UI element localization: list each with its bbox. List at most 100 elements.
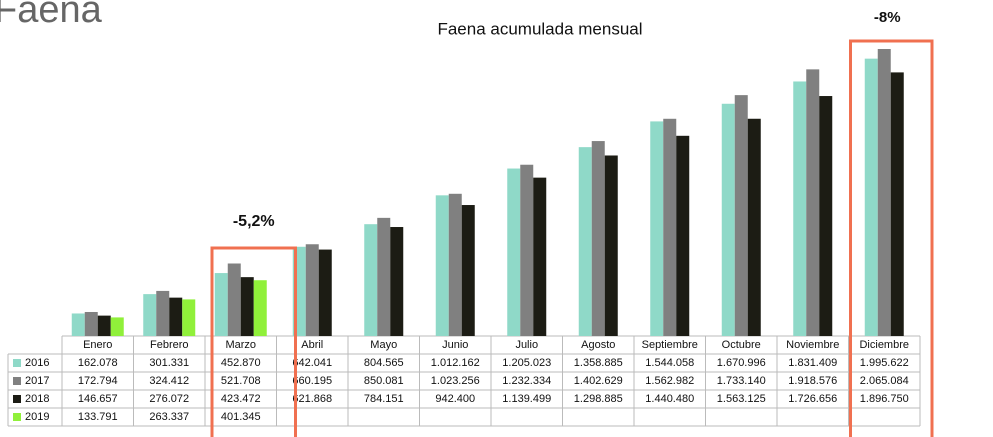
table-cell: 263.337 xyxy=(149,411,189,423)
bar xyxy=(305,244,319,336)
bar xyxy=(448,193,462,336)
bar xyxy=(110,317,124,336)
table-cell: 301.331 xyxy=(149,357,189,369)
bar xyxy=(721,103,735,337)
bar xyxy=(676,135,690,336)
bar xyxy=(533,177,547,336)
bar xyxy=(747,118,761,336)
table-cell: 1.918.576 xyxy=(788,375,837,387)
category-label: Junio xyxy=(442,339,468,351)
page-title: Faena xyxy=(0,0,103,31)
table-cell: 1.896.750 xyxy=(860,393,909,405)
category-label: Noviembre xyxy=(786,339,839,351)
legend-swatch xyxy=(13,377,21,385)
table-cell: 1.544.058 xyxy=(645,357,694,369)
table-cell: 133.791 xyxy=(78,411,118,423)
table-cell: 1.733.140 xyxy=(717,375,766,387)
table-cell: 660.195 xyxy=(292,375,332,387)
table-cell: 1.440.480 xyxy=(645,393,694,405)
bar xyxy=(253,280,267,336)
bar xyxy=(227,263,241,336)
highlight-box xyxy=(210,246,297,437)
bar xyxy=(507,168,521,336)
bar xyxy=(169,297,183,336)
legend-label: 2018 xyxy=(25,393,49,405)
highlight-box xyxy=(849,39,934,437)
table-cell: 401.345 xyxy=(221,411,261,423)
category-label: Octubre xyxy=(722,339,761,351)
chart-title: Faena acumulada mensual xyxy=(437,19,642,38)
table-cell: 324.412 xyxy=(149,375,189,387)
legend-label: 2019 xyxy=(25,411,49,423)
table-cell: 162.078 xyxy=(78,357,118,369)
bar xyxy=(318,249,332,336)
bar xyxy=(214,273,228,336)
legend-label: 2016 xyxy=(25,357,49,369)
bar xyxy=(578,147,592,336)
category-label: Febrero xyxy=(150,339,189,351)
bar xyxy=(877,49,891,336)
bar xyxy=(591,141,605,336)
table-cell: 942.400 xyxy=(435,393,475,405)
bar xyxy=(97,315,111,336)
category-label: Diciembre xyxy=(859,339,909,351)
table-cell: 1.012.162 xyxy=(431,357,480,369)
category-label: Septiembre xyxy=(642,339,698,351)
legend-label: 2017 xyxy=(25,375,49,387)
bar xyxy=(71,313,85,336)
bar xyxy=(143,294,157,336)
category-label: Agosto xyxy=(581,339,615,351)
bar xyxy=(663,118,677,337)
table-cell: 642.041 xyxy=(292,357,332,369)
table-cell: 1.831.409 xyxy=(788,357,837,369)
bar xyxy=(604,155,618,336)
bar xyxy=(377,217,391,336)
bar xyxy=(364,224,378,336)
legend-swatch xyxy=(13,413,21,421)
table-cell: 2.065.084 xyxy=(860,375,909,387)
table-cell: 1.139.499 xyxy=(502,393,551,405)
table-cell: 621.868 xyxy=(292,393,332,405)
table-cell: 1.726.656 xyxy=(788,393,837,405)
category-label: Mayo xyxy=(370,339,397,351)
category-label: Julio xyxy=(515,339,538,351)
bar xyxy=(520,164,534,336)
legend-swatch xyxy=(13,359,21,367)
bar xyxy=(734,95,748,336)
table-cell: 521.708 xyxy=(221,375,261,387)
table-cell: 1.562.982 xyxy=(645,375,694,387)
bar xyxy=(156,290,170,336)
table-cell: 146.657 xyxy=(78,393,118,405)
table-cell: 1.298.885 xyxy=(574,393,623,405)
category-label: Enero xyxy=(83,339,112,351)
bar xyxy=(182,299,196,336)
category-label: Abril xyxy=(301,339,323,351)
table-cell: 172.794 xyxy=(78,375,118,387)
table-cell: 1.563.125 xyxy=(717,393,766,405)
table-cell: 1.670.996 xyxy=(717,357,766,369)
table-cell: 1.402.629 xyxy=(574,375,623,387)
table-cell: 1.358.885 xyxy=(574,357,623,369)
bar xyxy=(390,227,404,336)
bar xyxy=(793,81,807,336)
category-label: Marzo xyxy=(225,339,256,351)
table-cell: 276.072 xyxy=(149,393,189,405)
table-cell: 1.232.334 xyxy=(502,375,551,387)
annotation: -5,2% xyxy=(233,213,275,230)
bar xyxy=(435,195,449,336)
table-cell: 784.151 xyxy=(364,393,404,405)
table-cell: 423.472 xyxy=(221,393,261,405)
bar xyxy=(890,72,904,336)
table-cell: 452.870 xyxy=(221,357,261,369)
bar xyxy=(819,96,833,336)
bar xyxy=(650,121,664,337)
table-cell: 804.565 xyxy=(364,357,404,369)
bar xyxy=(806,69,820,336)
bar xyxy=(864,58,878,336)
legend-swatch xyxy=(13,395,21,403)
annotation: -8% xyxy=(874,9,901,26)
bar xyxy=(240,277,254,336)
bar xyxy=(461,205,475,336)
table-cell: 1.995.622 xyxy=(860,357,909,369)
